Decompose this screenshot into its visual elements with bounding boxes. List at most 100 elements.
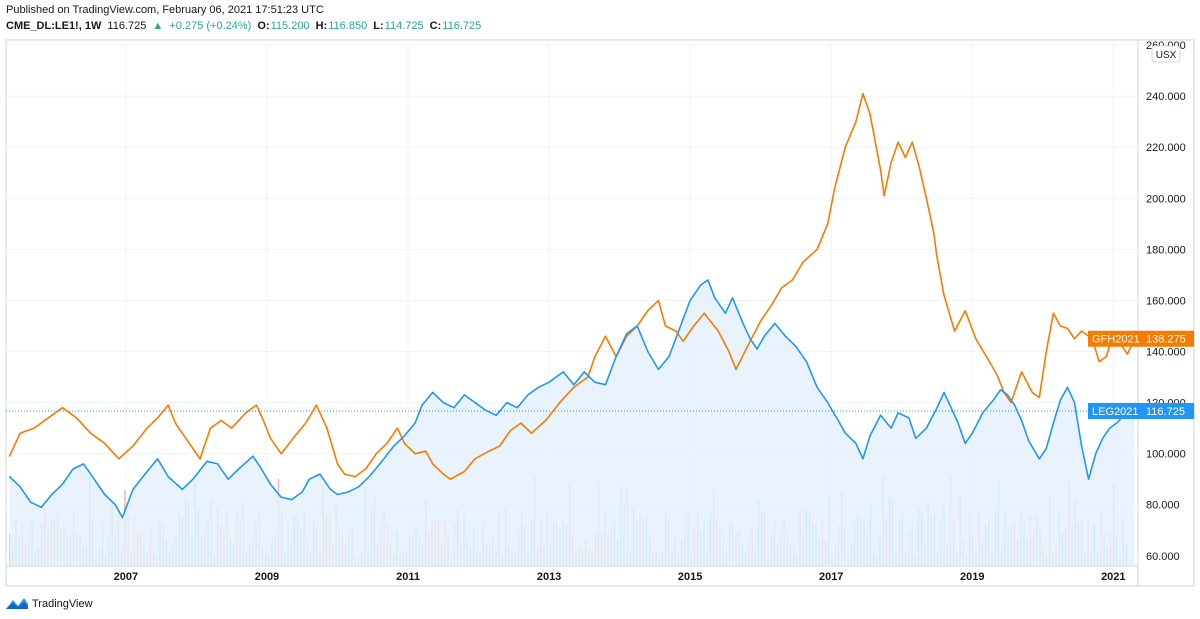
data-point-LEG2021: [1021, 419, 1023, 422]
data-point-LEG2021: [227, 478, 229, 480]
data-point-LEG2021: [890, 427, 892, 429]
data-point-GFH2021: [844, 146, 846, 148]
data-point-LEG2021: [421, 404, 423, 406]
data-point-GFH2021: [879, 169, 882, 171]
tradingview-logo-icon: [6, 598, 28, 609]
data-point-GFH2021: [488, 450, 490, 452]
data-point-LEG2021: [827, 401, 829, 404]
series-line-GFH2021[interactable]: [8, 92, 1136, 480]
data-point-GFH2021: [104, 442, 106, 445]
data-point-LEG2021: [1109, 427, 1111, 429]
low-label: L:: [373, 20, 384, 32]
data-point-LEG2021: [8, 476, 11, 478]
data-point-GFH2021: [1126, 353, 1129, 355]
data-point-GFH2021: [520, 422, 522, 424]
data-point-LEG2021: [463, 394, 466, 396]
symbol-label[interactable]: CME_DL:LE1!, 1W: [6, 20, 102, 32]
currency-badge[interactable]: [1151, 45, 1181, 63]
data-point-GFH2021: [132, 445, 134, 447]
x-tick-label: 2007: [114, 571, 138, 583]
series-name-GFH2021: GFH2021: [1092, 334, 1140, 346]
data-point-GFH2021: [936, 256, 938, 258]
data-point-GFH2021: [414, 453, 416, 455]
data-point-GFH2021: [1059, 325, 1062, 327]
data-point-LEG2021: [805, 361, 808, 363]
tradingview-brand[interactable]: TradingView: [32, 598, 93, 610]
data-point-GFH2021: [925, 197, 928, 199]
data-point-LEG2021: [869, 435, 871, 437]
data-point-LEG2021: [749, 338, 751, 340]
data-point-GFH2021: [463, 470, 466, 473]
data-point-LEG2021: [403, 435, 406, 437]
data-point-LEG2021: [915, 437, 917, 439]
data-point-GFH2021: [897, 141, 899, 143]
currency-label: USX: [1156, 50, 1177, 61]
data-point-GFH2021: [354, 476, 356, 478]
data-point-GFH2021: [19, 432, 21, 434]
published-info: Published on TradingView.com, February 0…: [6, 4, 324, 16]
data-point-GFH2021: [911, 141, 913, 143]
y-tick-label: 220.000: [1146, 142, 1186, 154]
data-point-LEG2021: [527, 394, 529, 396]
data-point-LEG2021: [855, 442, 857, 445]
y-tick-label: 180.000: [1146, 244, 1186, 256]
data-point-GFH2021: [904, 156, 906, 159]
data-point-LEG2021: [678, 327, 681, 330]
data-point-LEG2021: [1116, 422, 1118, 424]
data-point-LEG2021: [104, 493, 106, 496]
data-point-LEG2021: [280, 496, 282, 498]
data-point-LEG2021: [51, 493, 53, 496]
data-point-LEG2021: [181, 488, 183, 490]
x-tick-label: 2013: [537, 571, 561, 583]
data-point-GFH2021: [816, 248, 818, 250]
data-point-LEG2021: [992, 399, 995, 401]
footer: TradingView: [6, 597, 93, 611]
data-point-GFH2021: [760, 320, 762, 322]
series-label-box-GFH2021: [1088, 330, 1194, 347]
data-point-LEG2021: [837, 419, 839, 422]
data-point-LEG2021: [879, 414, 882, 416]
data-point-LEG2021: [964, 442, 966, 445]
data-point-LEG2021: [516, 407, 518, 409]
data-point-LEG2021: [453, 407, 455, 409]
data-point-LEG2021: [82, 463, 85, 465]
data-point-LEG2021: [724, 312, 727, 314]
data-point-GFH2021: [1021, 371, 1023, 373]
price-axis[interactable]: [1137, 39, 1195, 587]
open-label: O:: [257, 20, 270, 32]
data-point-GFH2021: [1098, 361, 1100, 363]
data-point-GFH2021: [403, 442, 406, 445]
data-point-GFH2021: [735, 368, 737, 370]
price-change: +0.275 (+0.24%): [169, 20, 252, 32]
data-point-LEG2021: [1073, 401, 1076, 404]
data-point-LEG2021: [700, 284, 702, 286]
data-point-GFH2021: [509, 430, 511, 432]
data-point-GFH2021: [396, 427, 399, 429]
data-point-GFH2021: [996, 373, 998, 376]
data-point-LEG2021: [167, 476, 169, 478]
data-point-GFH2021: [174, 422, 176, 424]
data-point-LEG2021: [908, 417, 910, 419]
data-point-GFH2021: [1052, 312, 1054, 314]
data-point-GFH2021: [703, 312, 705, 314]
data-point-LEG2021: [562, 371, 564, 373]
data-point-LEG2021: [615, 356, 617, 358]
data-point-LEG2021: [474, 401, 476, 404]
data-point-GFH2021: [315, 404, 317, 406]
data-point-LEG2021: [1006, 394, 1009, 396]
data-point-GFH2021: [90, 432, 92, 434]
low-value: 114.725: [384, 20, 424, 32]
last-price: 116.725: [107, 20, 147, 32]
data-point-GFH2021: [61, 407, 64, 409]
data-point-LEG2021: [950, 407, 952, 409]
high-label: H:: [315, 20, 328, 32]
data-point-LEG2021: [358, 486, 360, 488]
data-point-GFH2021: [157, 417, 159, 419]
data-point-LEG2021: [636, 325, 638, 327]
x-tick-label: 2021: [1101, 571, 1125, 583]
data-point-GFH2021: [1073, 338, 1076, 340]
data-point-GFH2021: [604, 335, 607, 337]
data-point-GFH2021: [781, 287, 783, 289]
data-point-LEG2021: [862, 458, 864, 460]
